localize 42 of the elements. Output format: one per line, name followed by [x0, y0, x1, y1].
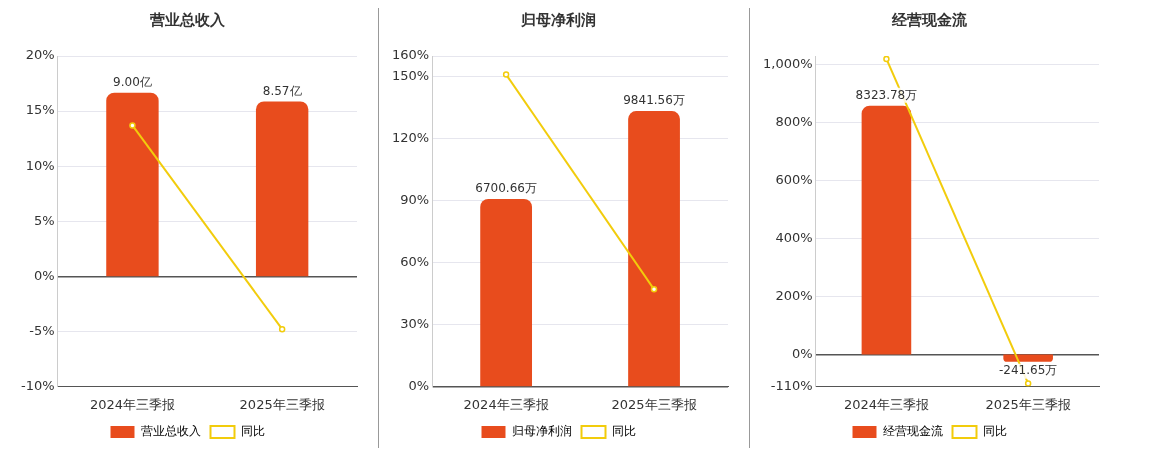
- legend-label: 同比: [611, 424, 636, 439]
- y-tick-label: 400%: [775, 229, 813, 245]
- y-tick-label: 0%: [33, 267, 55, 283]
- y-tick-label: -5%: [29, 322, 55, 338]
- y-tick-label: 20%: [25, 47, 55, 63]
- legend-label: 归母净利润: [511, 424, 572, 439]
- y-tick-label: 150%: [391, 68, 430, 84]
- legend-label: 营业总收入: [140, 424, 201, 439]
- legend-label: 同比: [982, 424, 1007, 439]
- y-tick-label: 600%: [775, 172, 813, 187]
- chart-title: 经营现金流: [891, 10, 968, 29]
- x-tick-label: 2025年三季报: [611, 396, 697, 412]
- legend-label: 经营现金流: [882, 424, 943, 439]
- y-tick-label: 1,000%: [762, 56, 813, 72]
- y-tick-label: 30%: [400, 315, 430, 331]
- y-tick-label: 60%: [400, 253, 430, 269]
- x-tick-label: 2024年三季报: [89, 396, 175, 412]
- y-tick-label: 0%: [408, 377, 430, 393]
- data-label: 9841.56万: [623, 93, 685, 108]
- y-tick-label: -110%: [770, 377, 813, 393]
- y-tick-label: -10%: [20, 377, 55, 393]
- y-tick-label: 0%: [791, 345, 813, 361]
- y-tick-label: 120%: [391, 129, 430, 145]
- y-tick-label: 90%: [400, 191, 430, 207]
- x-tick-label: 2025年三季报: [985, 396, 1071, 412]
- x-tick-label: 2024年三季报: [463, 396, 549, 412]
- x-tick-label: 2024年三季报: [843, 396, 929, 412]
- chart-title: 营业总收入: [149, 10, 226, 29]
- data-label: 6700.66万: [475, 181, 537, 196]
- data-label: 8323.78万: [855, 87, 918, 102]
- chart-title: 归母净利润: [520, 10, 596, 29]
- y-tick-label: 200%: [775, 287, 813, 303]
- data-label: -241.65万: [998, 362, 1058, 377]
- x-tick-label: 2025年三季报: [239, 396, 325, 412]
- legend-label: 同比: [240, 424, 265, 439]
- y-tick-label: 10%: [25, 157, 55, 173]
- y-tick-label: 5%: [33, 212, 55, 228]
- y-tick-label: 160%: [391, 47, 430, 63]
- data-label: 8.57亿: [262, 83, 302, 98]
- data-label: 9.00亿: [113, 74, 152, 89]
- y-tick-label: 15%: [25, 102, 55, 118]
- y-tick-label: 800%: [775, 114, 813, 130]
